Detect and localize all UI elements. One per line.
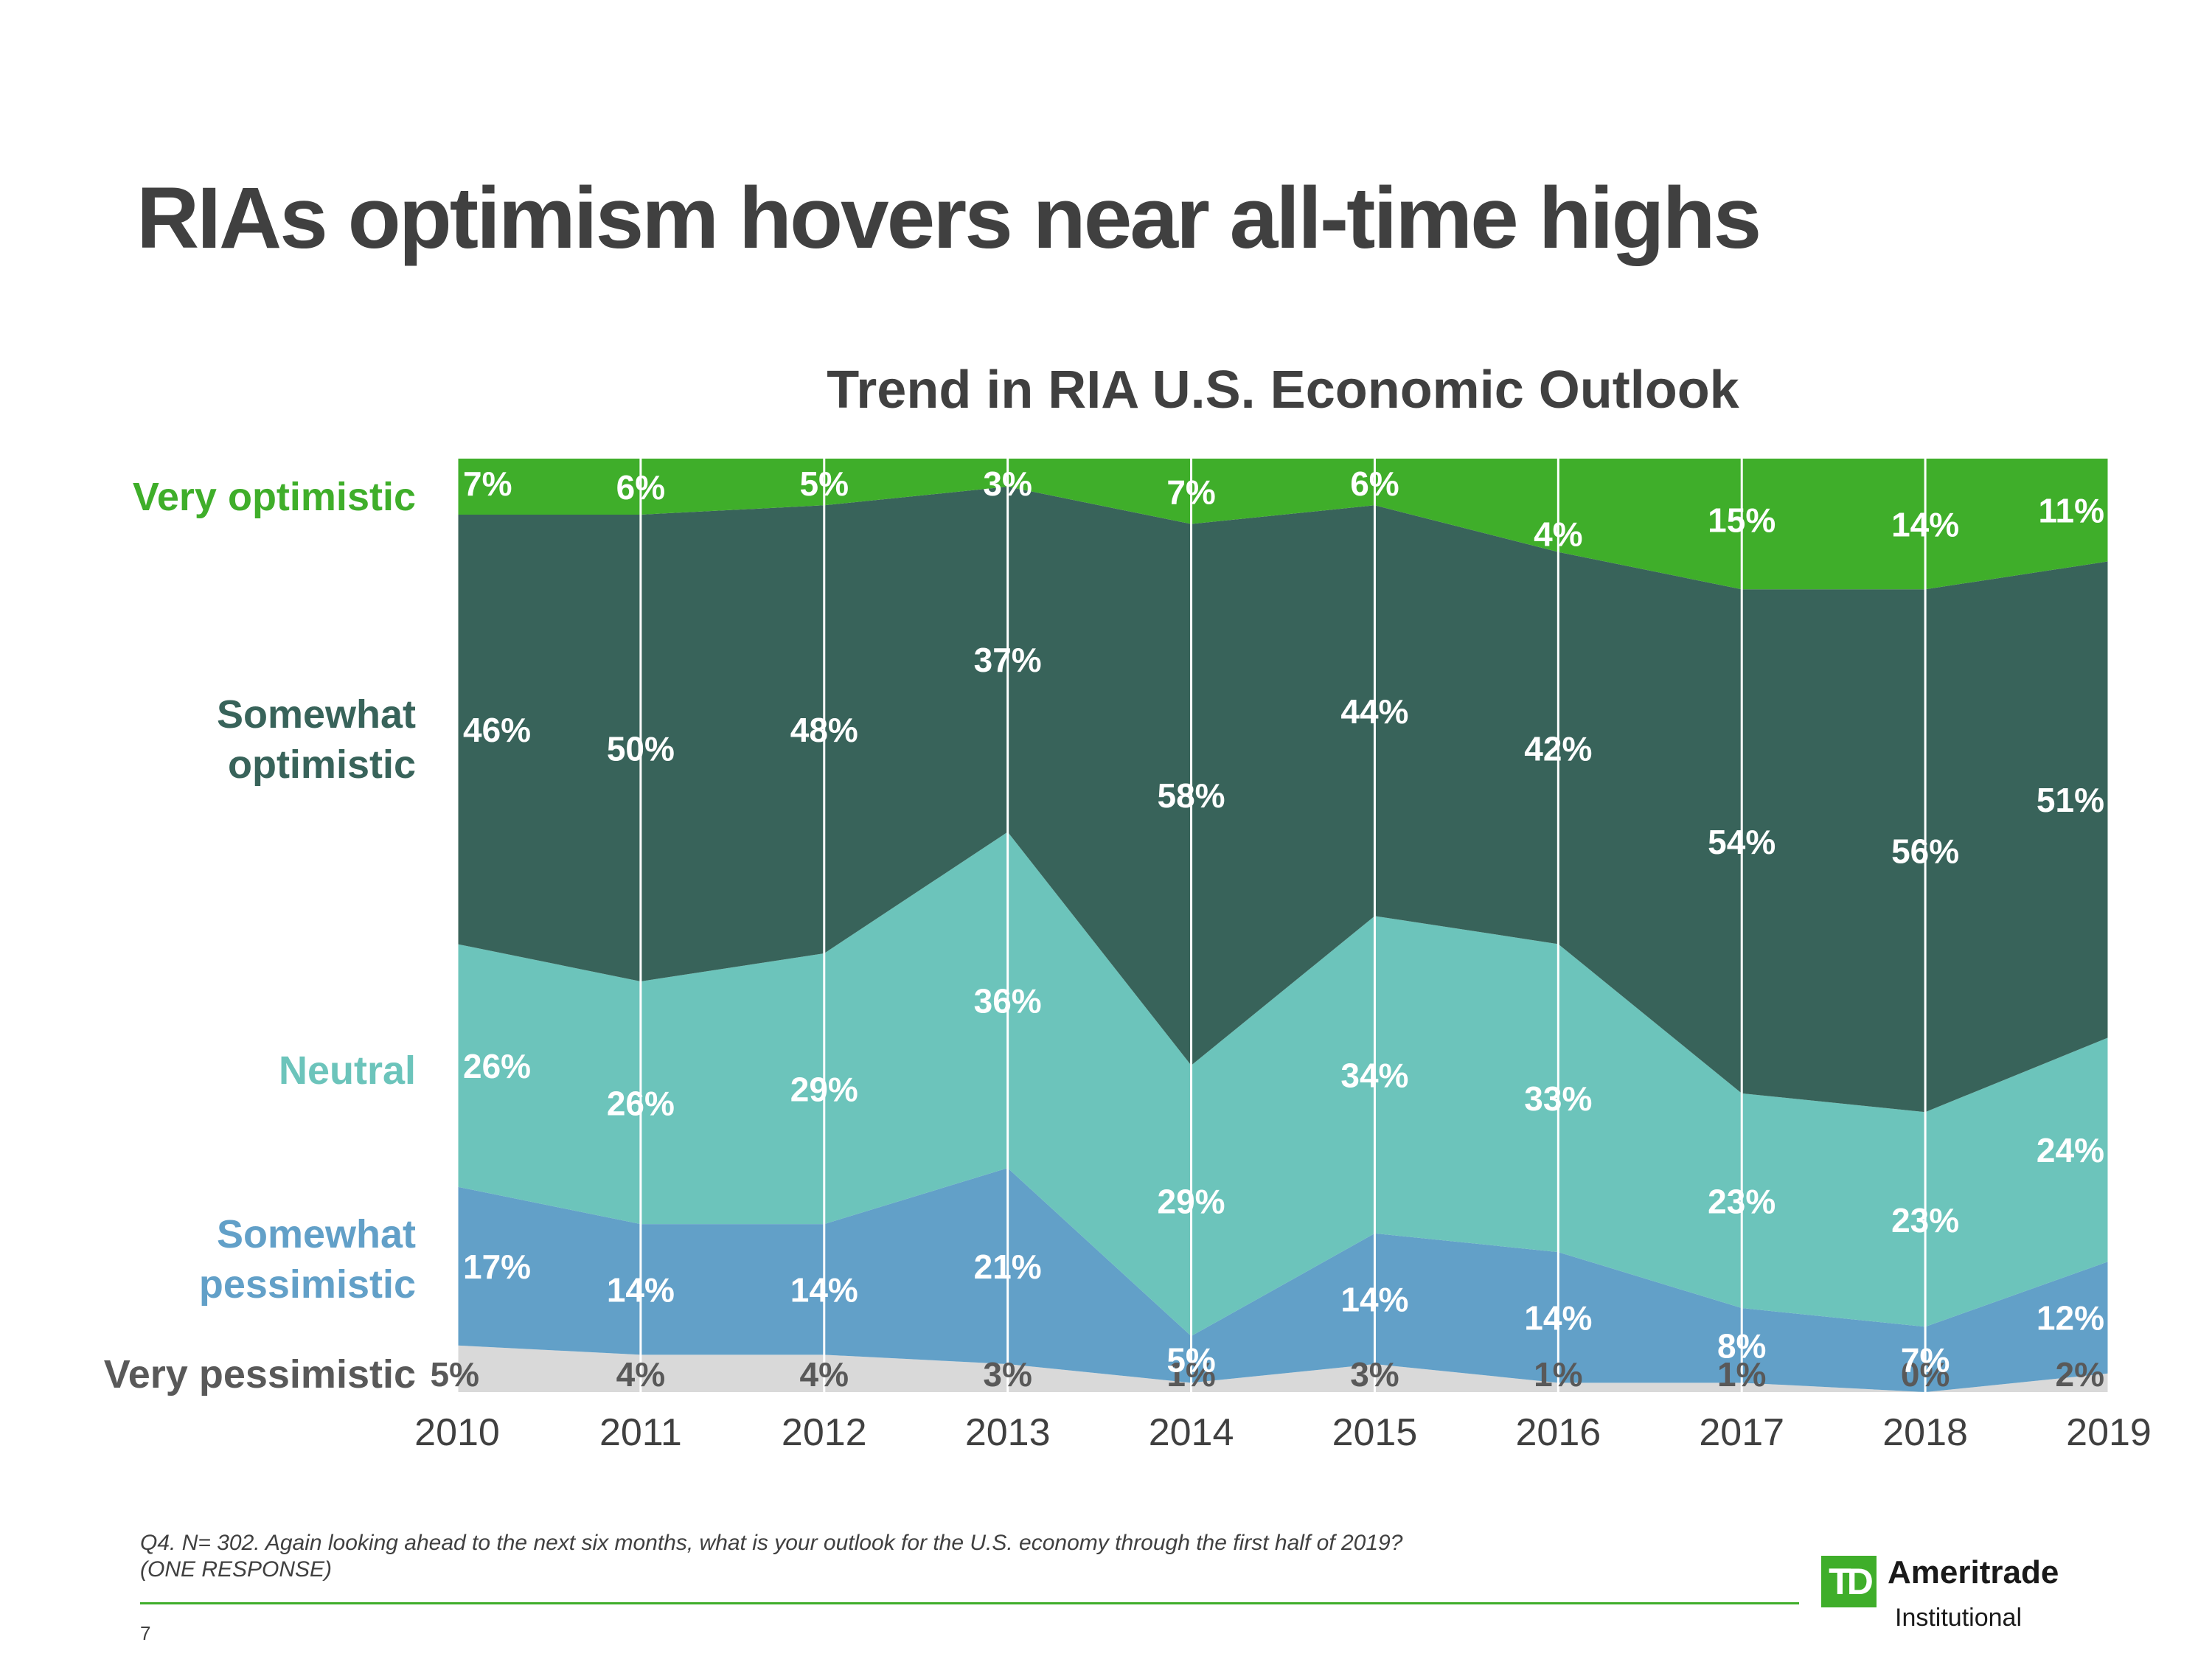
logo-subtitle: Institutional xyxy=(1895,1604,2022,1632)
category-label-somewhat-pessimistic: Somewhat pessimistic xyxy=(199,1209,416,1310)
x-tick-label: 2011 xyxy=(599,1411,682,1454)
data-label: 23% xyxy=(1891,1201,1959,1239)
category-label-line: Very pessimistic xyxy=(103,1352,416,1397)
logo-name: Ameritrade xyxy=(1888,1554,2059,1590)
x-tick-label: 2019 xyxy=(2066,1411,2152,1454)
data-label: 42% xyxy=(1524,729,1592,768)
footnote-response-note: (ONE RESPONSE) xyxy=(140,1557,333,1582)
area-somewhat-pessimistic xyxy=(457,1168,2109,1392)
data-label: 36% xyxy=(974,981,1042,1020)
data-label: 14% xyxy=(1524,1299,1592,1338)
x-tick-label: 2013 xyxy=(965,1411,1051,1454)
data-label: 2% xyxy=(2056,1355,2104,1394)
x-tick-label: 2016 xyxy=(1515,1411,1601,1454)
data-label: 17% xyxy=(463,1248,531,1286)
x-tick-label: 2012 xyxy=(782,1411,867,1454)
data-label: 26% xyxy=(607,1085,675,1123)
data-label: 4% xyxy=(1534,515,1582,553)
data-label: 6% xyxy=(616,468,665,507)
category-label-very-optimistic: Very optimistic xyxy=(133,472,416,522)
x-tick-label: 2015 xyxy=(1332,1411,1418,1454)
slide-title: RIAs optimism hovers near all-time highs xyxy=(136,170,1761,267)
data-label: 14% xyxy=(1891,506,1959,544)
x-tick-label: 2010 xyxy=(414,1411,500,1454)
x-tick-label: 2018 xyxy=(1882,1411,1968,1454)
data-label: 3% xyxy=(983,465,1032,503)
data-label: 15% xyxy=(1708,501,1775,539)
data-label: 46% xyxy=(463,711,531,749)
data-label: 7% xyxy=(1901,1341,1950,1380)
data-label: 1% xyxy=(1534,1355,1582,1394)
footer-divider xyxy=(140,1602,1799,1604)
category-label-line: Somewhat xyxy=(216,692,416,737)
category-label-line: pessimistic xyxy=(198,1262,416,1307)
data-label: 21% xyxy=(974,1248,1042,1286)
data-label: 37% xyxy=(974,641,1042,679)
category-label-line: Somewhat xyxy=(216,1212,416,1256)
data-label: 51% xyxy=(2037,781,2104,819)
data-label: 6% xyxy=(1350,465,1399,503)
data-label: 33% xyxy=(1524,1079,1592,1118)
footnote-question: Q4. N= 302. Again looking ahead to the n… xyxy=(140,1531,1403,1555)
data-label: 12% xyxy=(2037,1299,2104,1338)
data-label: 7% xyxy=(463,465,512,503)
footnote: Q4. N= 302. Again looking ahead to the n… xyxy=(140,1530,1836,1583)
data-label: 1% xyxy=(1166,1355,1215,1394)
data-label: 58% xyxy=(1158,776,1225,815)
td-logo-mark: TD xyxy=(1821,1556,1877,1607)
category-label-line: Very optimistic xyxy=(132,475,416,519)
area-very-optimistic xyxy=(457,459,2109,590)
data-label: 14% xyxy=(1340,1280,1408,1318)
data-label: 8% xyxy=(1717,1327,1766,1366)
data-label: 26% xyxy=(463,1047,531,1085)
x-tick-label: 2017 xyxy=(1699,1411,1784,1454)
area-somewhat-optimistic xyxy=(457,486,2109,1113)
data-label: 4% xyxy=(616,1355,665,1394)
data-label: 29% xyxy=(790,1071,858,1109)
data-label: 1% xyxy=(1717,1355,1766,1394)
data-label: 23% xyxy=(1708,1182,1775,1220)
data-label: 48% xyxy=(790,711,858,749)
data-label: 34% xyxy=(1340,1057,1408,1095)
page-number: 7 xyxy=(140,1622,151,1644)
data-label: 11% xyxy=(2038,492,2104,530)
data-label: 14% xyxy=(607,1271,675,1310)
category-label-neutral: Neutral xyxy=(279,1046,416,1096)
data-label: 54% xyxy=(1708,823,1775,861)
data-label: 5% xyxy=(431,1355,479,1394)
chart-title: Trend in RIA U.S. Economic Outlook xyxy=(827,361,1739,420)
data-label: 7% xyxy=(1166,473,1215,511)
area-very-pessimistic xyxy=(457,1345,2109,1392)
data-label: 44% xyxy=(1340,692,1408,731)
data-label: 0% xyxy=(1901,1355,1950,1394)
data-label: 4% xyxy=(800,1355,849,1394)
category-label-very-pessimistic: Very pessimistic xyxy=(104,1349,416,1399)
data-label: 5% xyxy=(1166,1341,1215,1380)
data-label: 24% xyxy=(2037,1131,2104,1169)
data-label: 3% xyxy=(983,1355,1032,1394)
category-label-somewhat-optimistic: Somewhat optimistic xyxy=(217,689,416,790)
data-label: 50% xyxy=(607,729,675,768)
category-label-line: optimistic xyxy=(227,742,416,787)
data-label: 3% xyxy=(1350,1355,1399,1394)
data-label: 56% xyxy=(1891,832,1959,871)
data-label: 29% xyxy=(1158,1182,1225,1220)
area-neutral xyxy=(457,832,2109,1337)
data-label: 14% xyxy=(790,1271,858,1310)
data-label: 5% xyxy=(800,465,849,503)
category-label-line: Neutral xyxy=(278,1048,416,1093)
x-tick-label: 2014 xyxy=(1149,1411,1234,1454)
